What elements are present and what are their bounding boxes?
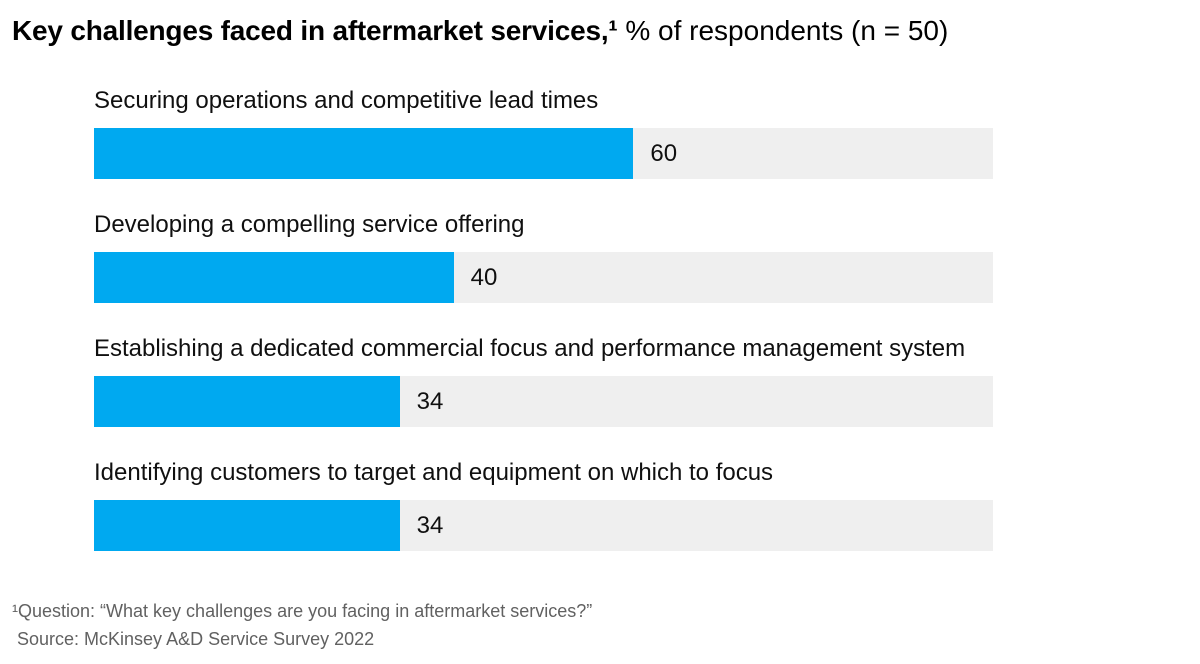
bar-fill	[94, 500, 400, 551]
bar-track: 34	[94, 500, 993, 551]
footnote: ¹Question: “What key challenges are you …	[12, 601, 593, 621]
bar-row: Establishing a dedicated commercial focu…	[94, 334, 993, 427]
bar-row: Securing operations and competitive lead…	[94, 86, 993, 179]
chart-footer: ¹Question: “What key challenges are you …	[12, 597, 1200, 653]
bar-value: 40	[470, 263, 498, 291]
bar-fill	[94, 128, 634, 179]
bar-fill	[94, 376, 400, 427]
bar-track: 34	[94, 376, 993, 427]
bar-label: Securing operations and competitive lead…	[94, 87, 599, 114]
bar-label: Developing a compelling service offering	[94, 211, 525, 238]
bar-track: 60	[94, 128, 993, 179]
source-note: Source: McKinsey A&D Service Survey 2022	[17, 629, 375, 649]
bar-value: 60	[650, 139, 678, 167]
bar-chart: Securing operations and competitive lead…	[94, 86, 993, 551]
title-main: Key challenges faced in aftermarket serv…	[12, 15, 618, 46]
page-title: Key challenges faced in aftermarket serv…	[0, 0, 1200, 48]
bar-row: Identifying customers to target and equi…	[94, 458, 993, 551]
bar-value: 34	[416, 387, 444, 415]
bar-row: Developing a compelling service offering…	[94, 210, 993, 303]
bar-value: 34	[416, 511, 444, 539]
bar-label: Establishing a dedicated commercial focu…	[94, 335, 966, 362]
bar-fill	[94, 252, 454, 303]
title-unit-label: % of respondents (n = 50)	[617, 15, 949, 46]
bar-track: 40	[94, 252, 993, 303]
bar-label: Identifying customers to target and equi…	[94, 459, 774, 486]
